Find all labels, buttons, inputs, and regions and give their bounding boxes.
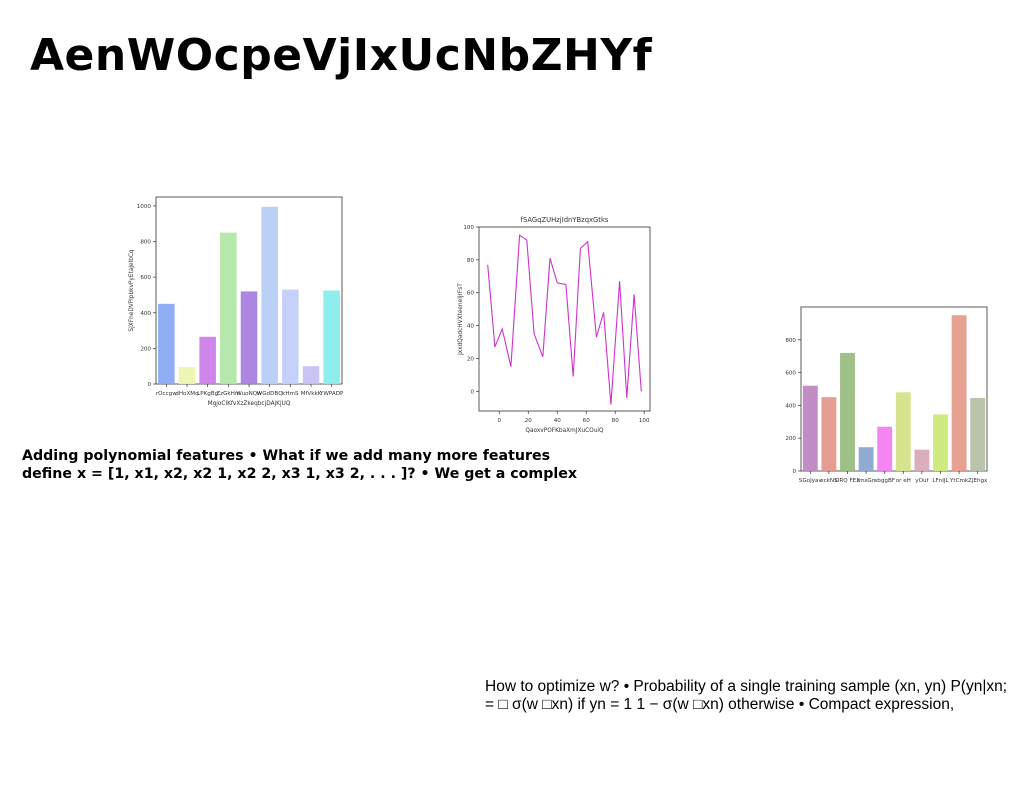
y-tick-label: 40 [467, 324, 475, 330]
y-tick-label: 20 [467, 356, 475, 362]
optimize-text: How to optimize w? • Probability of a si… [485, 678, 1024, 714]
bar [261, 206, 278, 384]
chart-line-center: 0 20 40 60 80 100 0 20 40 60 80 100 fSAGqZUHzjIdnYBz… [458, 216, 651, 434]
x-tick-label: WuoNQw [236, 391, 262, 397]
x-tick-label: eckNS [820, 478, 838, 484]
chart-bar-left: 0 200 400 600 800 1000 rOccgwdHoXMqLPKgBgZzGkH… [129, 196, 344, 407]
x-tick-label: 40 [554, 418, 562, 424]
plot-frame [478, 226, 651, 412]
y-axis-label: SJXFneDVPlpbkvPyEtajeIbCq [129, 249, 135, 332]
bar [199, 336, 216, 384]
bar [840, 352, 855, 471]
y-tick-label: 1000 [137, 204, 152, 210]
y-axis-label: jxxdQadcHVXteeneIjrFsT [458, 283, 464, 356]
x-tick-label: YtCmk [949, 478, 969, 484]
x-tick-label: yOuf [915, 478, 929, 484]
y-tick-label: 100 [463, 225, 474, 231]
x-tick-label: dHoXMq [175, 391, 199, 397]
plot-frame [800, 306, 988, 472]
y-tick-label: 200 [140, 346, 151, 352]
y-tick-label: 200 [785, 436, 796, 442]
x-tick-label: LPKgBg [197, 391, 219, 397]
y-tick-label: 800 [140, 240, 151, 246]
chart-title: fSAGqZUHzjIdnYBzqxGtks [521, 216, 609, 224]
y-tick-label: 400 [140, 311, 151, 317]
slide-title: AenWOcpeVjIxUcNbZHYf [30, 30, 653, 81]
bar [178, 367, 196, 384]
bar [802, 385, 818, 471]
x-tick-label: 60 [583, 418, 591, 424]
x-tick-label: WGdDBQ [257, 391, 284, 397]
optimize-line-2: = □ σ(w □xn) if yn = 1 1 − σ(w □xn) othe… [485, 696, 955, 713]
series-line [487, 234, 642, 405]
x-tick-label: LFnIJL [932, 478, 949, 484]
x-tick-label: 0 [498, 418, 502, 424]
bar [323, 290, 340, 384]
bar [951, 315, 967, 471]
x-tick-label: sbggBF [874, 478, 895, 484]
y-tick-label: 0 [470, 389, 474, 395]
x-tick-label: YWPADP [319, 391, 344, 397]
x-axis-label: QaoxvPOFKbaXmJXuCOuiQ [525, 428, 604, 434]
bar [282, 289, 299, 384]
x-tick-label: 80 [612, 418, 620, 424]
polynomial-features-line-1: Adding polynomial features • What if we … [22, 448, 551, 464]
x-tick-label: tmsGn [857, 478, 876, 484]
x-tick-label: ORQ FEX [835, 478, 860, 484]
polynomial-features-text: Adding polynomial features • What if we … [22, 447, 582, 483]
polynomial-features-line-2: define x = [1, x1, x2, x2 1, x2 2, x3 1,… [22, 466, 578, 482]
bar [895, 392, 911, 471]
x-tick-label: 100 [639, 418, 650, 424]
bar [220, 232, 237, 384]
bar [858, 447, 874, 471]
y-tick-label: 400 [785, 403, 796, 409]
x-tick-label: kHmS [282, 391, 299, 397]
x-tick-label: MfVkkK [301, 391, 322, 397]
x-tick-label: 20 [525, 418, 533, 424]
x-axis-label: MgjoClKfvXzZkeqbcjDAjKjUQ [208, 401, 291, 407]
x-tick-label: or eH [896, 478, 911, 484]
y-tick-label: 0 [147, 382, 151, 388]
bar [240, 291, 258, 384]
x-tick-label: ZzGkHm [216, 391, 240, 397]
y-tick-label: 80 [467, 258, 475, 264]
bar [302, 366, 320, 384]
bar [933, 414, 948, 471]
y-tick-label: 800 [785, 338, 796, 344]
bar [970, 398, 986, 471]
bar [914, 449, 930, 471]
x-tick-label: rOccgw [156, 391, 177, 397]
bar [877, 426, 893, 471]
bar [821, 397, 837, 471]
y-tick-label: 600 [140, 275, 151, 281]
bar [158, 303, 175, 384]
x-tick-label: SGoJyav [799, 478, 823, 484]
optimize-line-1: How to optimize w? • Probability of a si… [485, 678, 1008, 695]
x-tick-label: ZjEhgx [968, 478, 988, 484]
y-tick-label: 600 [785, 371, 796, 377]
y-tick-label: 0 [792, 469, 796, 475]
y-tick-label: 60 [467, 291, 475, 297]
